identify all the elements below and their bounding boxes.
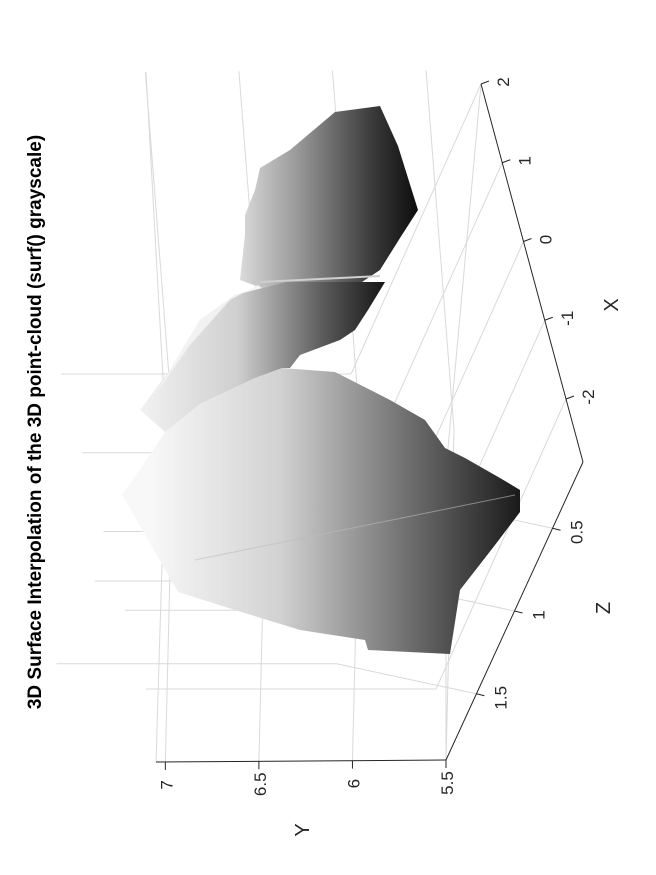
x-tick-label: 2	[494, 77, 513, 86]
y-tick-label: 5.5	[438, 771, 457, 795]
y-tick-label: 6	[344, 779, 363, 788]
axes	[155, 80, 584, 770]
surface-crease	[259, 275, 381, 283]
surface-crease	[194, 494, 516, 561]
x-tick-label: 1	[515, 156, 534, 165]
x-tick-label: -1	[558, 311, 577, 326]
y-grid-line	[425, 69, 455, 431]
x-tick-mark	[565, 395, 575, 400]
tick-marks	[164, 80, 575, 770]
surface-patch-left	[122, 368, 520, 654]
z-tick-mark	[476, 693, 485, 697]
y-axis-line	[155, 759, 447, 763]
frame-side-edge	[445, 83, 482, 760]
x-tick-mark	[502, 159, 511, 164]
x-tick-label: 0	[537, 235, 556, 244]
y-axis-label: Y	[292, 823, 314, 836]
z-tick-label: 1.5	[491, 686, 510, 710]
chart-title: 3D Surface Interpolation of the 3D point…	[25, 135, 46, 709]
z-axis-label: Z	[593, 602, 615, 614]
z-tick-label: 1	[530, 610, 549, 619]
x-tick-mark	[544, 316, 553, 321]
x-axis-line	[480, 83, 584, 463]
x-axis-label: X	[601, 298, 623, 311]
labels: 5.5 6 6.5 7 -2 -1 0 1 2 0.5 1 1.5 X Z Y 3D Surface Inte…	[25, 77, 623, 836]
x-tick-mark	[480, 80, 490, 85]
x-tick-mark	[523, 238, 532, 242]
z-tick-label: 0.5	[568, 520, 587, 544]
x-tick-label: -2	[579, 389, 598, 404]
x-grid-line	[435, 398, 567, 690]
z-grid-line	[336, 663, 477, 695]
z-tick-mark	[514, 610, 523, 614]
x-grid-line	[350, 83, 482, 375]
surface	[122, 106, 520, 654]
y-tick-label: 7	[157, 780, 176, 789]
surface-patch-right-upper	[240, 106, 418, 288]
z-tick-mark	[552, 527, 561, 531]
y-tick-label: 6.5	[251, 772, 270, 796]
